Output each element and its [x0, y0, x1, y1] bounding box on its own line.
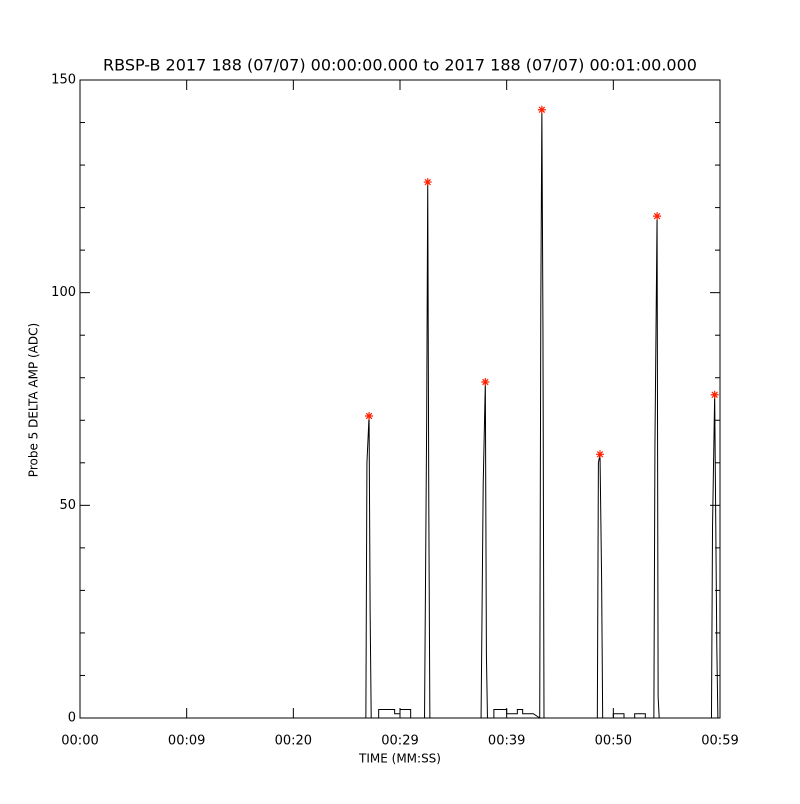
- x-tick-label: 00:20: [275, 734, 312, 749]
- chart-title: RBSP-B 2017 188 (07/07) 00:00:00.000 to …: [103, 56, 697, 75]
- peak-marker: [653, 212, 662, 221]
- y-tick-label: 150: [51, 73, 76, 88]
- peak-marker: [423, 178, 432, 187]
- x-tick-label: 00:09: [168, 734, 205, 749]
- x-axis-label: TIME (MM:SS): [358, 752, 441, 766]
- y-tick-label: 0: [68, 711, 76, 726]
- peak-marker: [365, 412, 374, 421]
- x-tick-label: 00:59: [701, 734, 738, 749]
- x-tick-label: 00:29: [381, 734, 418, 749]
- x-tick-label: 00:39: [488, 734, 525, 749]
- x-tick-label: 00:50: [595, 734, 632, 749]
- y-tick-label: 50: [59, 498, 76, 513]
- peak-marker: [537, 105, 546, 114]
- plot-frame: [79, 79, 721, 719]
- data-line: [80, 109, 719, 719]
- y-axis-label: Probe 5 DELTA AMP (ADC): [27, 323, 41, 477]
- peak-marker: [710, 390, 719, 399]
- y-tick-label: 100: [51, 285, 76, 300]
- peak-marker: [481, 377, 490, 386]
- peak-marker: [596, 450, 604, 459]
- x-tick-label: 00:00: [61, 734, 98, 749]
